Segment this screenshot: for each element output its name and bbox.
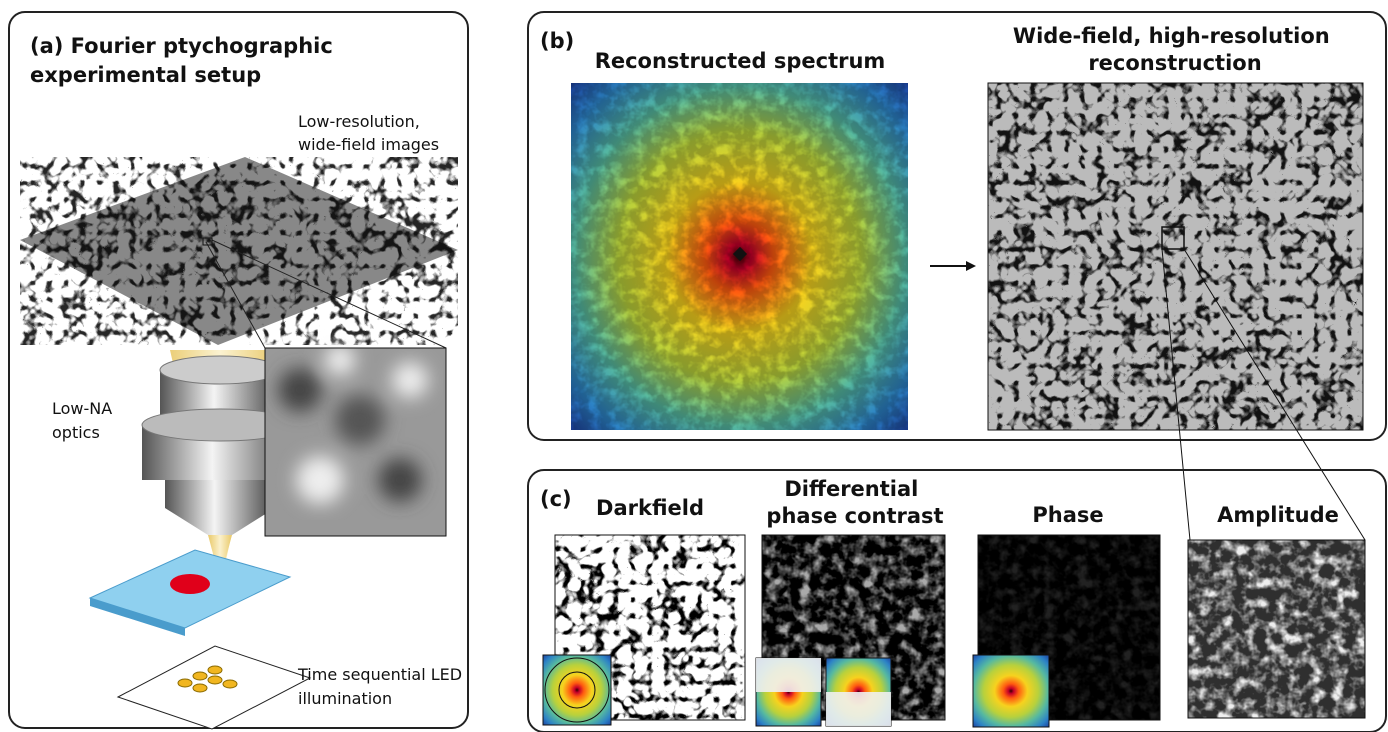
sample-texture — [20, 157, 458, 345]
label-line: Low-NA — [52, 399, 112, 418]
objective — [160, 356, 280, 384]
label-line: wide-field images — [298, 135, 439, 154]
label-line: Time sequential LED — [297, 665, 462, 684]
title-line: (a) Fourier ptychographic — [30, 34, 333, 58]
optics-label: Low-NA optics — [52, 399, 117, 442]
led-label: Time sequential LED illumination — [297, 665, 467, 708]
image-title: Phase — [1032, 503, 1103, 527]
amplitude-texture — [1188, 540, 1365, 718]
half-mask — [756, 658, 821, 692]
spectrum-thumb — [543, 655, 611, 725]
title-line: Differential — [784, 477, 918, 501]
image-title: Darkfield — [596, 496, 704, 520]
title-line: phase contrast — [766, 504, 943, 528]
figure: (a) Fourier ptychographic experimental s… — [0, 0, 1388, 732]
objective — [165, 508, 275, 535]
label-line: illumination — [298, 689, 392, 708]
image-title: Wide-field, high-resolution reconstructi… — [1013, 24, 1337, 75]
label-line: Low-resolution, — [298, 112, 420, 131]
image-title: Reconstructed spectrum — [595, 49, 886, 73]
objective — [165, 480, 275, 508]
title-line: reconstruction — [1088, 51, 1261, 75]
label-line: optics — [52, 423, 100, 442]
title-line: Wide-field, high-resolution — [1013, 24, 1330, 48]
title-line: experimental setup — [30, 63, 261, 87]
illuminated-spot — [170, 574, 210, 594]
sample-label: Low-resolution, wide-field images — [298, 112, 439, 154]
panel-tag: (c) — [540, 487, 572, 511]
panel-a-title: (a) Fourier ptychographic experimental s… — [30, 34, 340, 87]
image-title: Differential phase contrast — [766, 477, 943, 528]
image-title: Amplitude — [1217, 503, 1339, 527]
panel-tag: (b) — [540, 29, 574, 53]
reconstruction-texture — [988, 83, 1363, 430]
arrow-head — [966, 261, 976, 271]
spectrum-thumb — [973, 655, 1049, 727]
half-mask — [826, 692, 891, 726]
led-array — [118, 646, 310, 729]
